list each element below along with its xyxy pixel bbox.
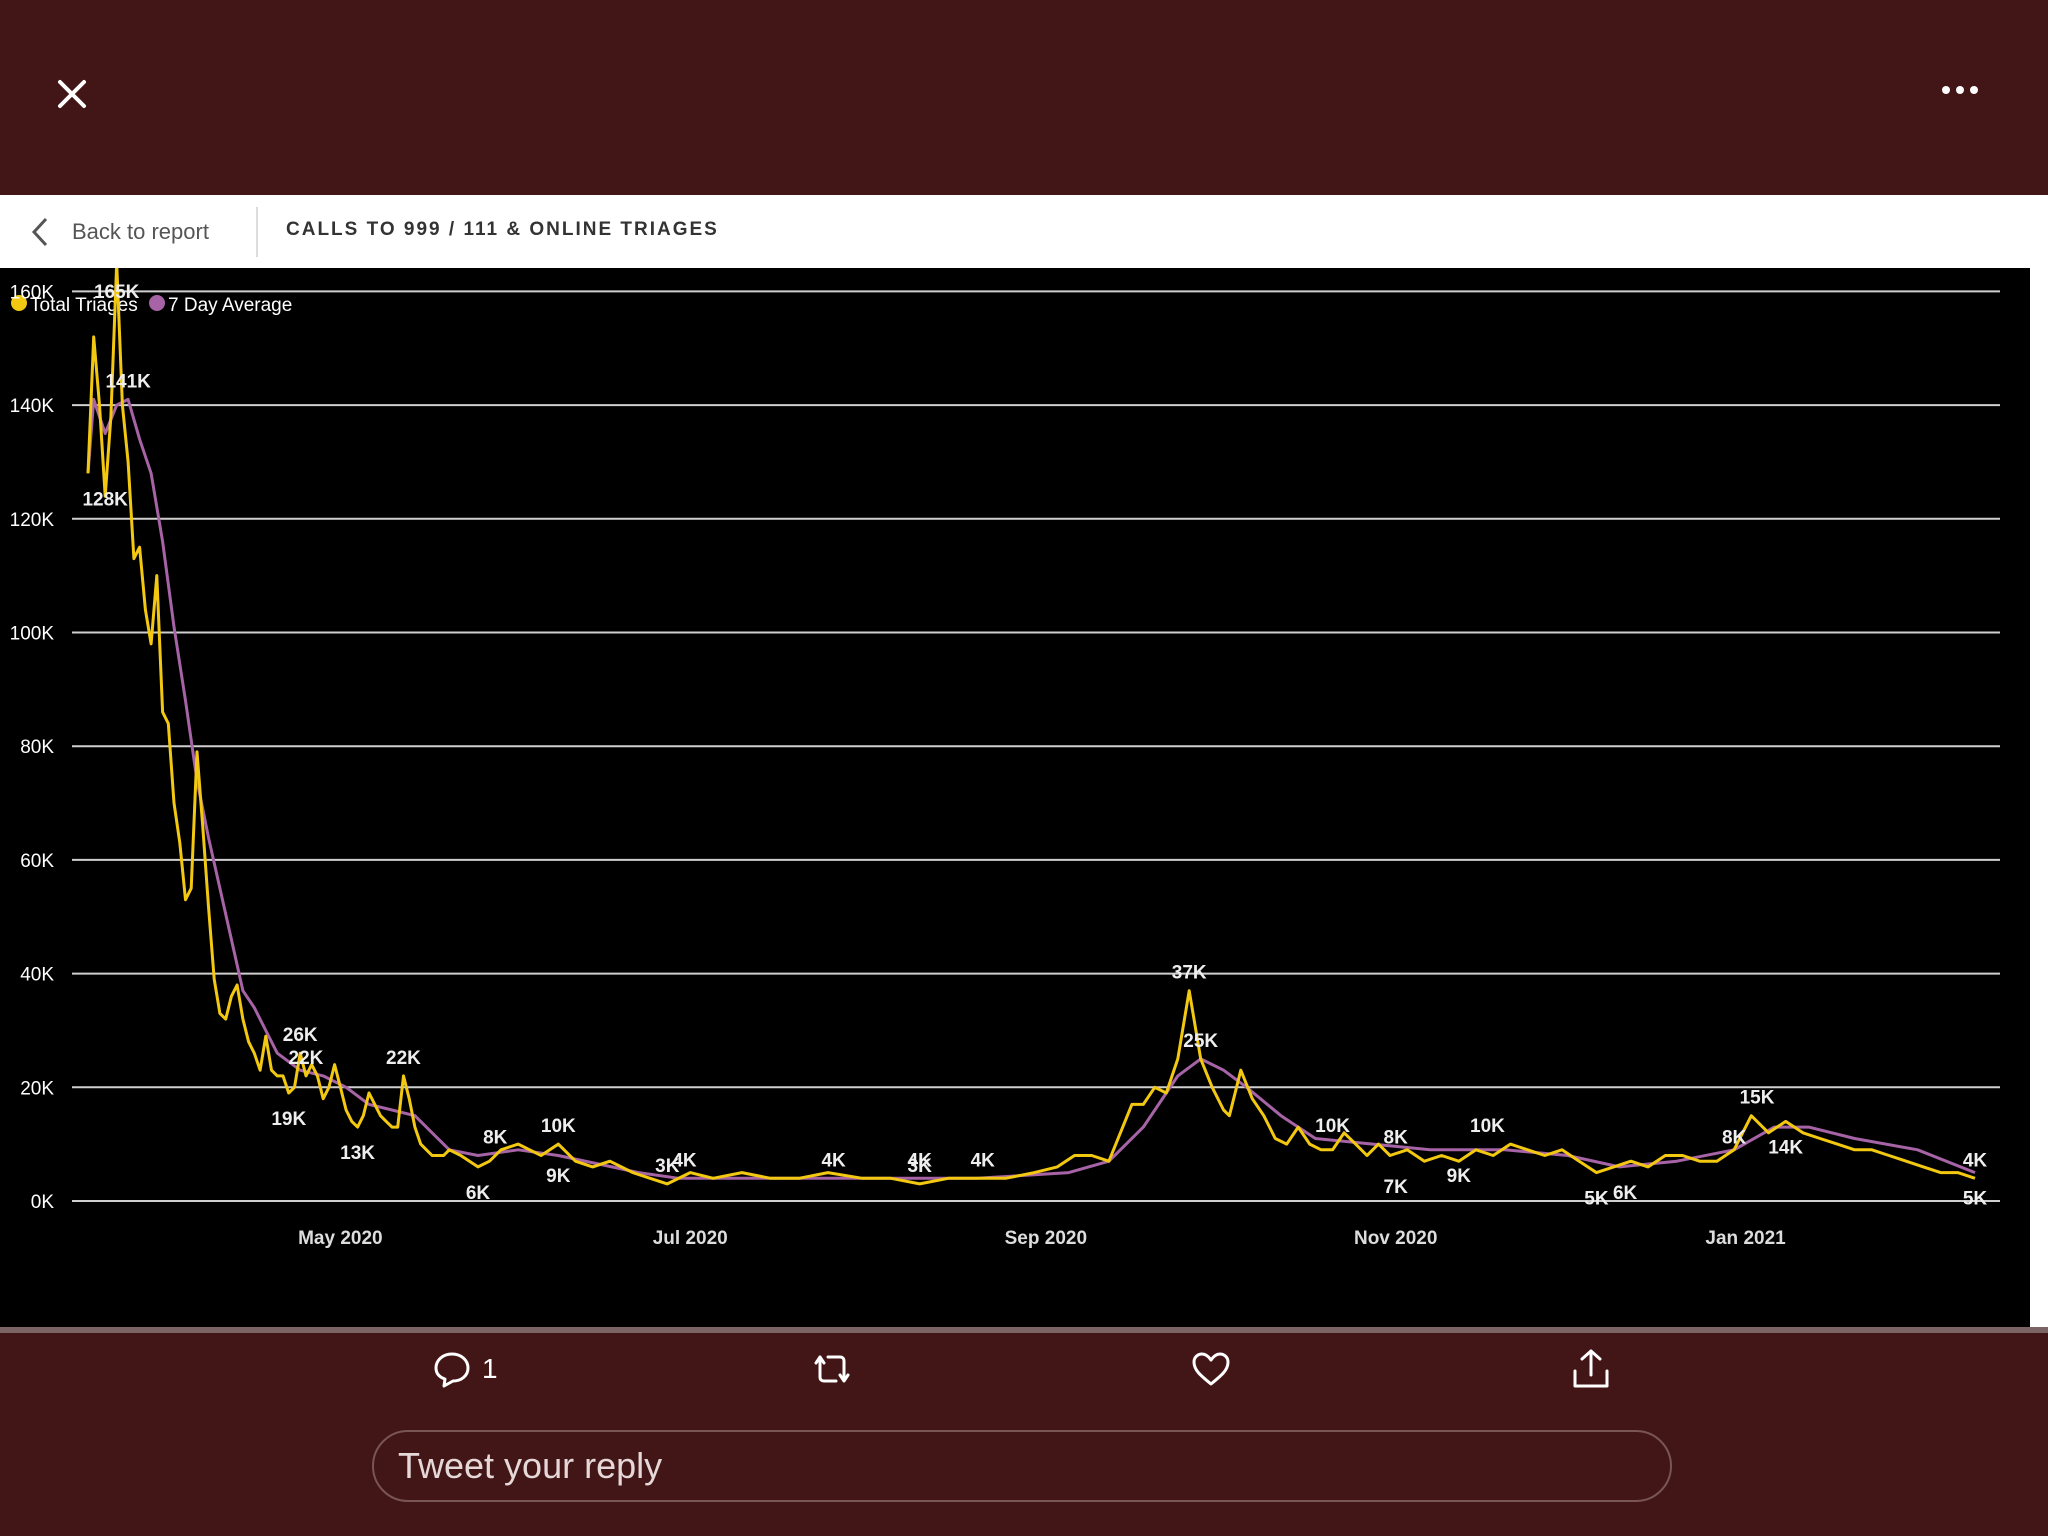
legend-marker-7-day-average	[149, 295, 165, 311]
legend-label-7-day-average[interactable]: 7 Day Average	[168, 295, 292, 316]
report-header: Back to report CALLS TO 999 / 111 & ONLI…	[0, 195, 2030, 268]
data-label: 10K	[1315, 1116, 1350, 1137]
legend-marker-total-triages	[11, 295, 27, 311]
data-label: 25K	[1183, 1031, 1218, 1052]
data-label: 3K	[655, 1156, 680, 1177]
reply-count: 1	[482, 1353, 498, 1384]
data-label: 4K	[821, 1150, 846, 1171]
legend-label-total-triages[interactable]: Total Triages	[30, 295, 138, 316]
line-chart: Total Triages 7 Day Average 0K 20K 40K 60K 8…	[10, 268, 2000, 1249]
y-tick-label: 80K	[20, 737, 54, 758]
y-tick-label: 40K	[20, 965, 54, 986]
heart-icon	[1192, 1352, 1230, 1386]
data-label: 19K	[271, 1109, 306, 1130]
data-label: 10K	[1470, 1116, 1505, 1137]
series-line-7-day-average	[86, 397, 1976, 1180]
y-tick-label: 20K	[20, 1078, 54, 1099]
y-tick-label: 60K	[20, 851, 54, 872]
data-label: 4K	[971, 1150, 996, 1171]
data-label: 141K	[105, 371, 151, 392]
x-tick-label: May 2020	[298, 1228, 383, 1249]
retweet-button[interactable]	[810, 1345, 854, 1393]
data-label: 8K	[1384, 1128, 1409, 1149]
close-icon	[58, 80, 86, 108]
header-divider	[256, 207, 258, 257]
series-lines	[86, 268, 1976, 1186]
data-label: 13K	[340, 1143, 375, 1164]
data-label: 4K	[908, 1150, 933, 1171]
y-tick-label: 140K	[10, 396, 55, 417]
data-label: 22K	[386, 1048, 421, 1069]
reply-button[interactable]: 1	[432, 1345, 498, 1393]
y-tick-label: 0K	[31, 1192, 55, 1213]
y-axis: 0K 20K 40K 60K 80K 100K 120K 140K 160K	[10, 282, 55, 1213]
data-label: 7K	[1384, 1177, 1409, 1198]
x-axis: May 2020 Jul 2020 Sep 2020 Nov 2020 Jan 2021	[298, 1228, 1786, 1249]
report-panel: Back to report CALLS TO 999 / 111 & ONLI…	[0, 195, 2030, 1327]
y-tick-label: 120K	[10, 510, 55, 531]
more-options-button[interactable]	[1930, 70, 1990, 110]
divider	[0, 1327, 2048, 1333]
comment-icon	[434, 1352, 470, 1388]
more-icon	[1942, 86, 1978, 94]
retweet-icon	[814, 1355, 850, 1383]
reply-input[interactable]	[372, 1430, 1672, 1502]
share-icon	[1573, 1349, 1609, 1388]
data-label: 9K	[1447, 1166, 1472, 1187]
close-button[interactable]	[48, 70, 96, 118]
data-label: 4K	[672, 1150, 697, 1171]
data-label: 22K	[289, 1048, 324, 1069]
data-label: 10K	[541, 1116, 576, 1137]
data-label: 15K	[1740, 1088, 1775, 1109]
x-tick-label: Nov 2020	[1354, 1228, 1437, 1249]
data-label: 8K	[1722, 1128, 1747, 1149]
data-label: 5K	[1584, 1189, 1609, 1210]
back-to-report-button[interactable]: Back to report	[30, 215, 209, 249]
chevron-left-icon	[31, 217, 48, 247]
report-title: CALLS TO 999 / 111 & ONLINE TRIAGES	[286, 219, 719, 240]
y-tick-label: 100K	[10, 624, 55, 645]
data-label: 3K	[908, 1156, 933, 1177]
like-button[interactable]	[1190, 1345, 1232, 1393]
data-label: 165K	[94, 282, 140, 303]
x-tick-label: Sep 2020	[1005, 1228, 1087, 1249]
top-bar	[0, 0, 2048, 195]
data-label: 14K	[1768, 1137, 1803, 1158]
report-right-edge	[2030, 195, 2048, 1327]
data-label: 9K	[546, 1166, 571, 1187]
data-label: 6K	[466, 1183, 491, 1204]
gridlines	[72, 290, 2000, 1202]
chart-legend: Total Triages 7 Day Average	[11, 295, 292, 316]
data-label: 5K	[1963, 1189, 1988, 1210]
series-line-total-triages	[86, 268, 1976, 1186]
x-tick-label: Jul 2020	[653, 1228, 728, 1249]
data-label: 4K	[1963, 1150, 1988, 1171]
data-label: 6K	[1613, 1183, 1638, 1204]
y-tick-label: 160K	[10, 282, 55, 303]
data-label: 8K	[483, 1128, 508, 1149]
data-label: 37K	[1172, 963, 1207, 984]
data-label: 26K	[283, 1025, 318, 1046]
x-tick-label: Jan 2021	[1705, 1228, 1786, 1249]
share-button[interactable]	[1570, 1345, 1612, 1393]
back-to-report-label: Back to report	[72, 219, 209, 244]
data-label: 128K	[82, 489, 128, 510]
